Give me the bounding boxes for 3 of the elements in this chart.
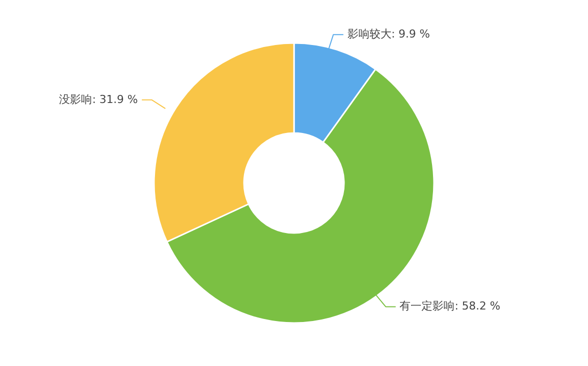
slice-label: 影响较大: 9.9 % (347, 28, 430, 41)
slice-label: 有一定影响: 58.2 % (400, 300, 500, 313)
slice-label: 没影响: 31.9 % (59, 92, 138, 106)
